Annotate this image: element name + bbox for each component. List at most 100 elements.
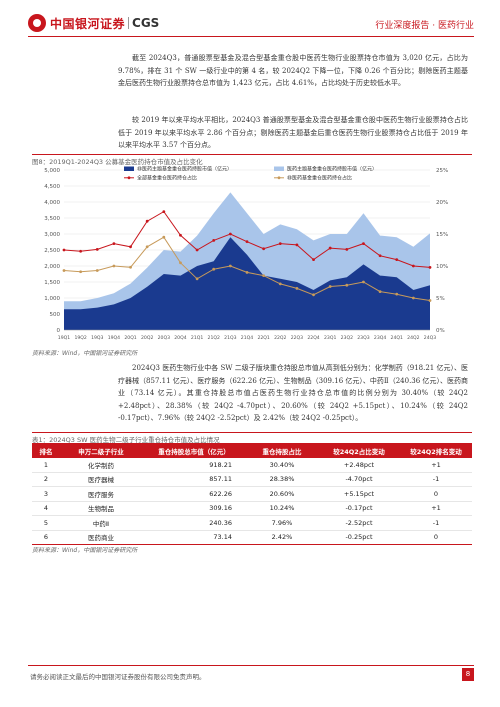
table-cell: +2.48pct [318,458,400,473]
legend-label: 医药主题基金重仓医药持股市值（亿元） [287,166,377,173]
point-non-medical [262,274,266,277]
point-all-funds [362,242,365,245]
point-all-funds [278,242,282,245]
x-tick-label: 20Q3 [158,335,170,341]
table-cell: -4.70pct [318,472,400,487]
table-cell: 28.38% [246,472,318,487]
page-number: 8 [462,668,474,681]
point-all-funds [79,249,83,253]
x-tick-label: 22Q4 [307,335,319,341]
table-row: 6 医药商业 73.14 2.42% -0.25pct 0 [32,530,472,545]
table-cell: -1 [400,472,472,487]
table-cell: 0 [400,486,472,502]
table-cell: 622.26 [142,486,246,502]
table-cell: 化学制药 [60,458,142,473]
x-tick-label: 21Q2 [208,335,220,341]
y-left-tick-label: 1,000 [44,296,60,302]
legend-swatch [274,166,284,171]
table-cell: 1 [32,458,60,473]
figure-source: 资料来源：Wind，中国银河证券研究所 [32,350,138,357]
point-non-medical [328,285,332,288]
y-left-tick-label: 2,000 [44,264,60,270]
table-cell: +5.15pct [318,486,400,502]
paragraph-subsectors: 2024Q3 医药生物行业中各 SW 二级子版块重仓持股总市值从高到低分别为：化… [118,364,468,422]
point-all-funds [212,239,216,242]
point-all-funds [162,210,166,213]
table-cell: 10.24% [246,501,318,516]
x-tick-label: 23Q1 [324,335,336,341]
y-right-tick-label: 15% [436,232,448,238]
table-header-cell: 申万二级子行业 [60,443,142,458]
table-cell: 309.16 [142,501,246,516]
point-non-medical [112,264,116,268]
logo-text-en: CGS [132,16,160,30]
table-header-cell: 较24Q2排名变动 [400,443,472,458]
point-all-funds [195,248,199,252]
point-non-medical [295,287,299,290]
y-left-tick-label: 4,500 [44,184,60,190]
point-non-medical [428,299,432,302]
table-cell: -0.25pct [318,530,400,545]
table-header-cell: 重仓持股总市值（亿元） [142,443,246,458]
x-tick-label: 20Q4 [174,335,186,341]
table-header-row: 排名 申万二级子行业 重仓持股总市值（亿元） 重仓持股占比 较24Q2占比变动 较24Q2… [32,443,472,458]
point-non-medical [95,269,99,272]
table-cell: 生物制品 [60,501,142,516]
table-row: 1 化学制药 918.21 30.40% +2.48pct +1 [32,458,472,473]
table-cell: 73.14 [142,530,246,545]
table-body: 1 化学制药 918.21 30.40% +2.48pct +1 2 医疗器械 857.11 28… [32,458,472,545]
point-all-funds [245,240,249,244]
x-tick-label: 22Q2 [274,335,286,341]
point-all-funds [62,248,66,252]
table-row: 3 医疗服务 622.26 20.60% +5.15pct 0 [32,486,472,502]
y-right-tick-label: 0% [436,328,445,334]
legend-marker [277,176,281,180]
legend-label: 非医药基金重仓医药持仓占比 [287,175,352,182]
table-cell: 7.96% [246,515,318,531]
footer-divider [28,665,474,666]
table-cell: 240.36 [142,515,246,531]
holdings-chart-svg: 0 500 1,000 1,500 2,000 2,500 3,000 3,500 4,000 4… [44,166,448,342]
point-non-medical [312,293,315,297]
point-all-funds [112,242,116,245]
x-tick-label: 22Q1 [257,335,269,341]
subsector-table: 排名 申万二级子行业 重仓持股总市值（亿元） 重仓持股占比 较24Q2占比变动 较24Q2… [32,443,472,545]
x-tick-label: 23Q3 [357,335,369,341]
table-cell: +1 [400,458,472,473]
figure-title: 图8：2019Q1-2024Q3 公募基金医药持仓市值及占比变化 [32,154,472,166]
series-area-non-medical [64,237,430,330]
point-non-medical [212,267,216,271]
y-left-tick-label: 500 [50,312,61,318]
table-cell: 6 [32,530,60,545]
point-non-medical [245,271,249,274]
table-cell: 医药商业 [60,530,142,545]
point-all-funds [262,247,266,251]
point-all-funds [328,246,332,250]
point-non-medical [362,280,365,284]
table-cell: -0.17pct [318,501,400,516]
x-tick-label: 24Q3 [424,335,436,341]
point-all-funds [411,264,415,268]
point-all-funds [228,232,232,236]
table-cell: 医疗器械 [60,472,142,487]
point-all-funds [295,243,299,247]
y-left-tick-label: 0 [57,328,61,334]
table-cell: 20.60% [246,486,318,502]
x-tick-label: 20Q1 [124,335,136,341]
table-cell: 中药Ⅱ [60,515,142,531]
point-all-funds [312,258,315,261]
point-non-medical [62,269,66,272]
point-non-medical [145,245,149,249]
y-left-tick-label: 5,000 [44,168,60,174]
x-tick-label: 21Q1 [191,335,203,341]
legend-label: 全部基金重仓医药持仓占比 [137,175,197,182]
table-cell: 4 [32,501,60,516]
x-tick-label: 22Q3 [291,335,303,341]
y-left-tick-label: 3,500 [44,216,60,222]
point-all-funds [378,254,382,258]
x-tick-label: 23Q4 [374,335,386,341]
header-divider [28,36,474,37]
table-cell: 918.21 [142,458,246,473]
x-tick-label: 21Q4 [241,335,253,341]
table-header-cell: 排名 [32,443,60,458]
